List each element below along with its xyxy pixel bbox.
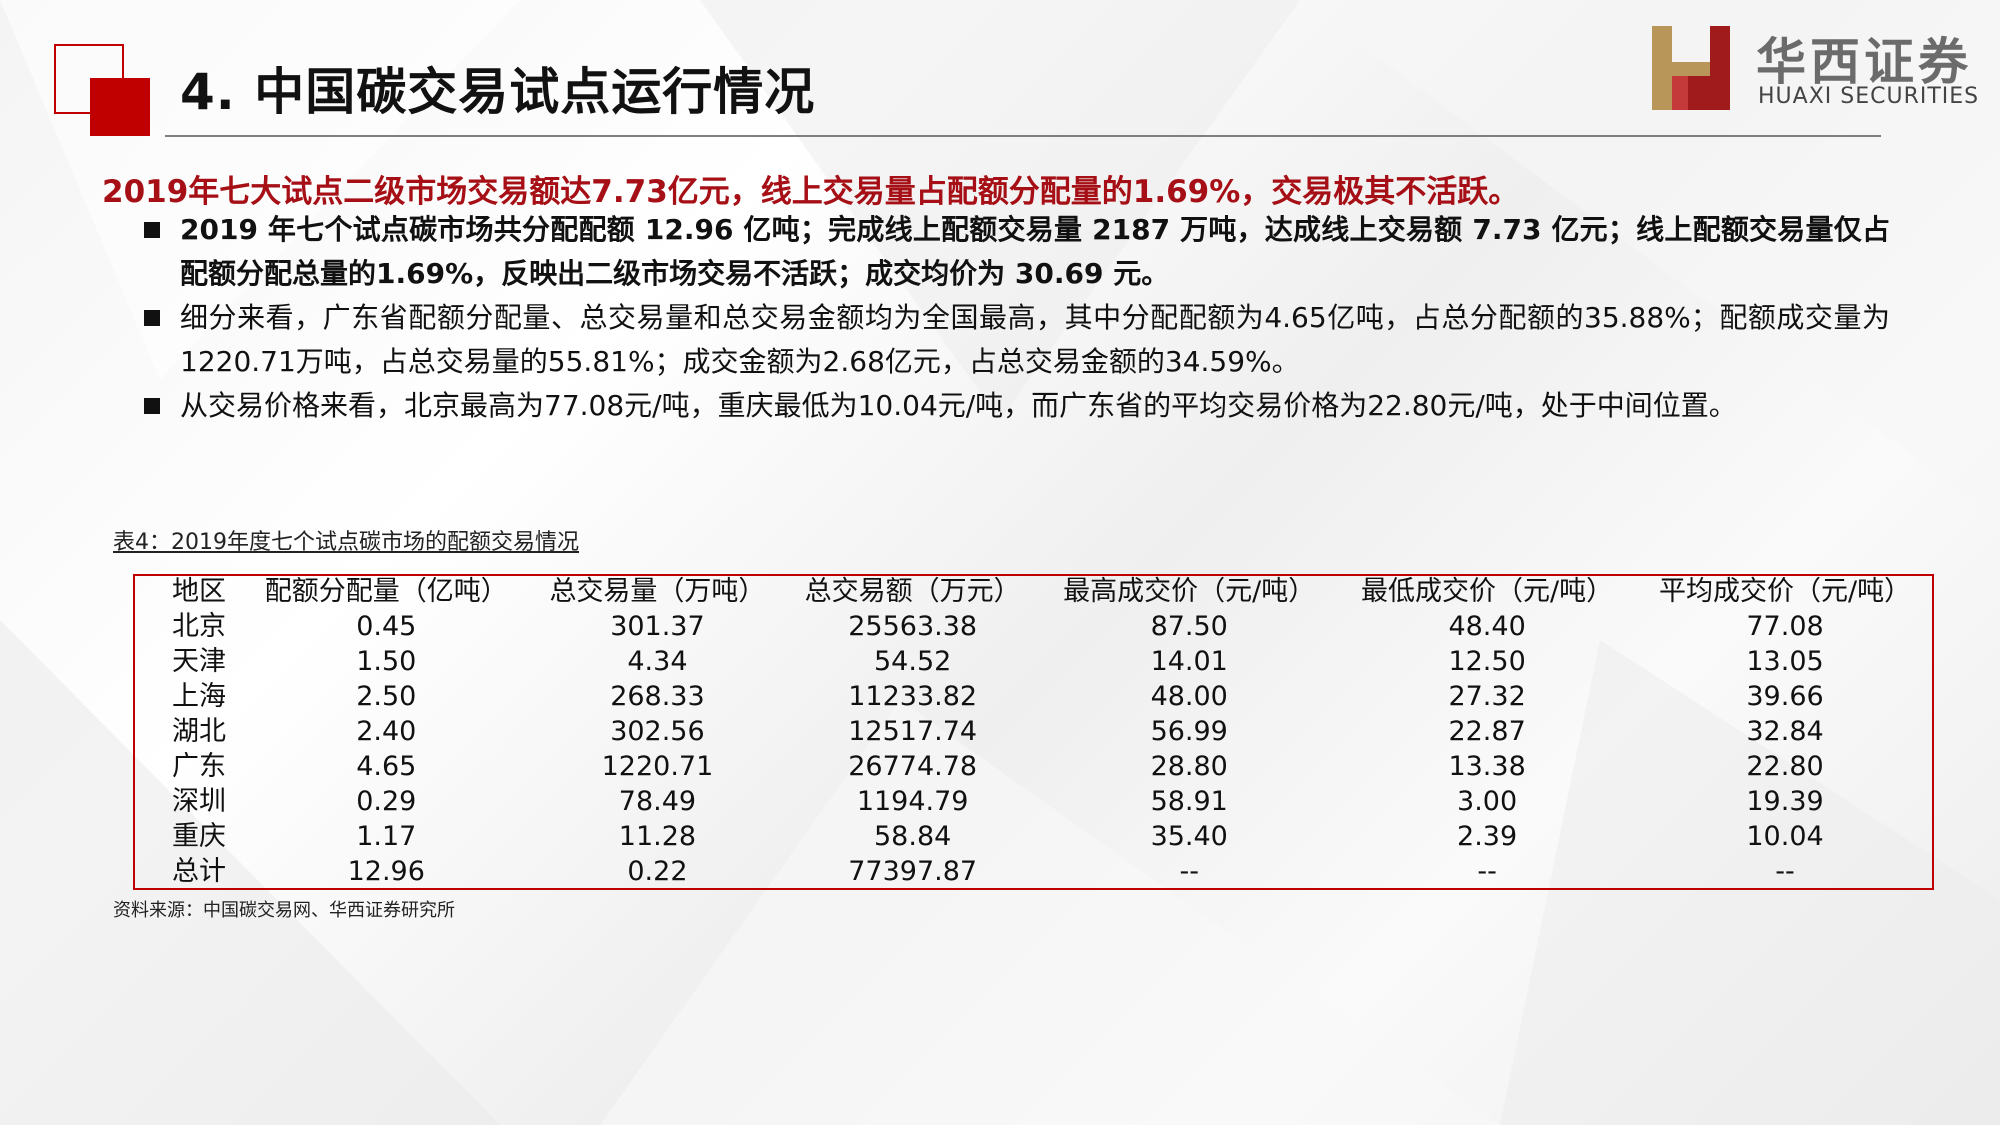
value-cell: 19.39 (1746, 786, 1824, 817)
huaxi-h-logo-icon (1652, 26, 1730, 110)
value-cell: 0.29 (356, 786, 417, 817)
value-cell: 77.08 (1746, 611, 1824, 642)
value-cell: 268.33 (610, 681, 705, 712)
value-cell: 0.45 (356, 611, 417, 642)
region-cell: 重庆 (172, 821, 226, 852)
company-logo: 华西证券 HUAXI SECURITIES (1648, 22, 1978, 114)
square-bullet-icon (144, 310, 160, 326)
region-cell: 天津 (172, 646, 226, 677)
value-cell: 28.80 (1150, 751, 1228, 782)
header-cell: 配额分配量（亿吨） (264, 576, 508, 607)
table-row: 广东 4.65 1220.71 26774.78 28.80 13.38 22.80 (134, 749, 1934, 784)
table-row: 重庆 1.17 11.28 58.84 35.40 2.39 10.04 (134, 819, 1934, 854)
table-body: 北京 0.45 301.37 25563.38 87.50 48.40 77.08 天津 1.5… (134, 609, 1934, 889)
bullet-list: 2019 年七个试点碳市场共分配配额 12.96 亿吨；完成线上配额交易量 21… (140, 208, 1890, 428)
value-cell: 301.37 (610, 611, 705, 642)
bullet-text: 从交易价格来看，北京最高为77.08元/吨，重庆最低为10.04元/吨，而广东省… (180, 389, 1737, 422)
table-row: 湖北 2.40 302.56 12517.74 56.99 22.87 32.84 (134, 714, 1934, 749)
value-cell: 3.00 (1457, 786, 1518, 817)
header-cell: 地区 (172, 576, 226, 607)
value-cell: 0.22 (627, 856, 688, 887)
region-cell: 上海 (172, 681, 226, 712)
bullet-item: 细分来看，广东省配额分配量、总交易量和总交易金额均为全国最高，其中分配配额为4.… (140, 296, 1890, 384)
value-cell: 12517.74 (848, 716, 978, 747)
header-cell: 总交易额（万元） (804, 576, 1021, 607)
value-cell: -- (1477, 856, 1497, 887)
value-cell: 54.52 (874, 646, 952, 677)
value-cell: 87.50 (1150, 611, 1228, 642)
value-cell: 1220.71 (601, 751, 714, 782)
logo-name-en: HUAXI SECURITIES (1758, 84, 1980, 109)
table-row: 深圳 0.29 78.49 1194.79 58.91 3.00 19.39 (134, 784, 1934, 819)
value-cell: 25563.38 (848, 611, 978, 642)
bullet-text: 2019 年七个试点碳市场共分配配额 12.96 亿吨；完成线上配额交易量 21… (180, 213, 1890, 290)
table-row: 上海 2.50 268.33 11233.82 48.00 27.32 39.66 (134, 679, 1934, 714)
value-cell: 1.50 (356, 646, 417, 677)
value-cell: 10.04 (1746, 821, 1824, 852)
value-cell: 77397.87 (848, 856, 978, 887)
table-row: 北京 0.45 301.37 25563.38 87.50 48.40 77.08 (134, 609, 1934, 644)
value-cell: 2.50 (356, 681, 417, 712)
value-cell: 1194.79 (856, 786, 969, 817)
value-cell: -- (1179, 856, 1199, 887)
value-cell: 2.40 (356, 716, 417, 747)
value-cell: 4.34 (627, 646, 688, 677)
value-cell: 13.38 (1448, 751, 1526, 782)
value-cell: 22.87 (1448, 716, 1526, 747)
source-note: 资料来源：中国碳交易网、华西证券研究所 (113, 900, 455, 921)
bullet-text: 细分来看，广东省配额分配量、总交易量和总交易金额均为全国最高，其中分配配额为4.… (180, 301, 1890, 378)
value-cell: 56.99 (1150, 716, 1228, 747)
region-cell: 湖北 (172, 716, 226, 747)
page-title: 4. 中国碳交易试点运行情况 (180, 63, 816, 121)
value-cell: 35.40 (1150, 821, 1228, 852)
header-cell: 最低成交价（元/吨） (1361, 576, 1614, 607)
value-cell: 27.32 (1448, 681, 1526, 712)
table-header-row: 地区 配额分配量（亿吨） 总交易量（万吨） 总交易额（万元） 最高成交价（元/吨… (134, 574, 1934, 609)
table-row: 天津 1.50 4.34 54.52 14.01 12.50 13.05 (134, 644, 1934, 679)
value-cell: 58.84 (874, 821, 952, 852)
value-cell: 22.80 (1746, 751, 1824, 782)
bullet-item: 2019 年七个试点碳市场共分配配额 12.96 亿吨；完成线上配额交易量 21… (140, 208, 1890, 296)
region-cell: 深圳 (172, 786, 226, 817)
value-cell: 2.39 (1457, 821, 1518, 852)
value-cell: 48.40 (1448, 611, 1526, 642)
value-cell: 11.28 (618, 821, 697, 852)
value-cell: -- (1775, 856, 1795, 887)
value-cell: 1.17 (356, 821, 417, 852)
value-cell: 26774.78 (848, 751, 978, 782)
region-cell: 广东 (172, 751, 226, 782)
header-cell: 最高成交价（元/吨） (1063, 576, 1316, 607)
value-cell: 4.65 (356, 751, 417, 782)
table-row: 总计 12.96 0.22 77397.87 -- -- -- (134, 854, 1934, 889)
region-cell: 总计 (172, 856, 226, 887)
value-cell: 32.84 (1746, 716, 1824, 747)
square-bullet-icon (144, 398, 160, 414)
value-cell: 12.96 (347, 856, 425, 887)
header-cell: 总交易量（万吨） (549, 576, 766, 607)
header-cell: 平均成交价（元/吨） (1658, 576, 1912, 607)
value-cell: 302.56 (610, 716, 705, 747)
title-divider (165, 135, 1881, 137)
value-cell: 39.66 (1746, 681, 1824, 712)
square-bullet-icon (144, 222, 160, 238)
value-cell: 12.50 (1448, 646, 1526, 677)
title-decoration-fill (90, 78, 150, 136)
value-cell: 78.49 (618, 786, 697, 817)
table-caption: 表4：2019年度七个试点碳市场的配额交易情况 (113, 530, 579, 555)
value-cell: 58.91 (1150, 786, 1228, 817)
value-cell: 11233.82 (848, 681, 978, 712)
allowance-trading-table: 地区 配额分配量（亿吨） 总交易量（万吨） 总交易额（万元） 最高成交价（元/吨… (134, 574, 1934, 889)
table-border (133, 574, 1934, 890)
headline: 2019年七大试点二级市场交易额达7.73亿元，线上交易量占配额分配量的1.69… (102, 174, 1520, 210)
bullet-item: 从交易价格来看，北京最高为77.08元/吨，重庆最低为10.04元/吨，而广东省… (140, 384, 1890, 428)
value-cell: 48.00 (1150, 681, 1228, 712)
region-cell: 北京 (172, 611, 226, 642)
value-cell: 14.01 (1150, 646, 1228, 677)
value-cell: 13.05 (1746, 646, 1824, 677)
logo-name-cn: 华西证券 (1756, 32, 1972, 91)
